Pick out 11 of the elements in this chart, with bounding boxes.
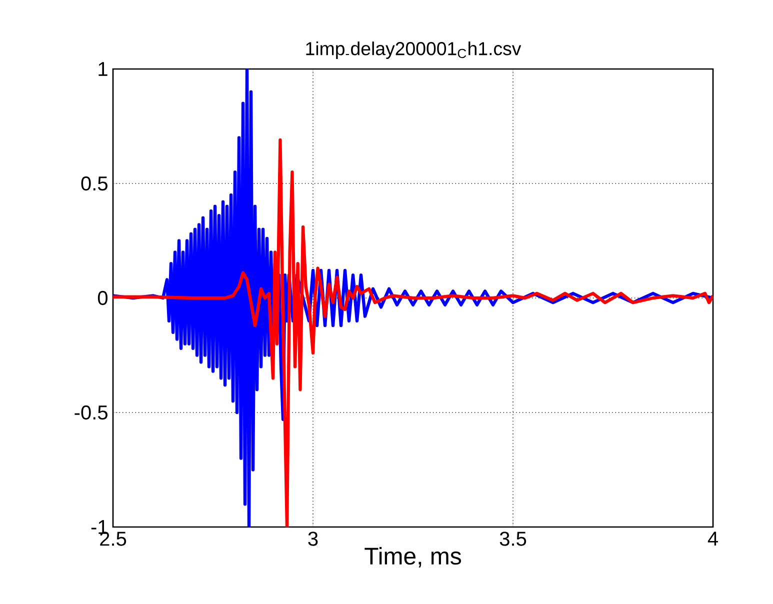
x-axis-title: Time, ms xyxy=(364,547,462,568)
y-tick-label: 1 xyxy=(98,62,108,76)
y-tick-label: 0.5 xyxy=(81,176,108,191)
x-tick-label: 3 xyxy=(308,532,318,546)
y-tick-label: 0 xyxy=(98,290,108,306)
x-tick-label: 4 xyxy=(708,532,718,546)
chart-title: 1imp$_{-}$delay200001$_{C}$h1.csv xyxy=(306,42,522,59)
x-tick-label: 2.5 xyxy=(100,532,126,546)
line-series xyxy=(113,138,714,527)
x-tick-label: 3.5 xyxy=(500,532,526,546)
y-tick-label: -0.5 xyxy=(74,405,108,420)
